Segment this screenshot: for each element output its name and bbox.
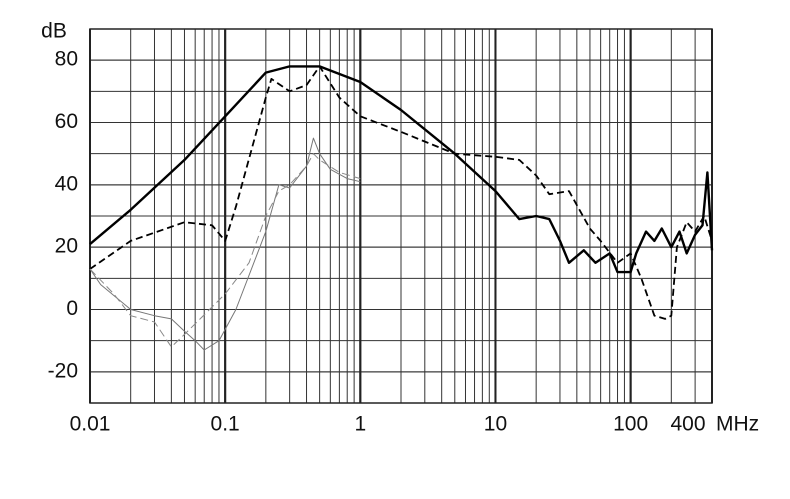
x-tick-label: 1 — [354, 413, 366, 436]
x-tick-label: 10 — [484, 413, 507, 436]
y-tick-label: 0 — [66, 297, 78, 320]
x-unit: MHz — [716, 413, 759, 436]
series-line — [89, 153, 361, 348]
x-tick-label: 0.1 — [211, 413, 240, 436]
x-tick-label: 0.01 — [70, 413, 111, 436]
y-tick-label: 60 — [55, 110, 78, 133]
y-tick-label: 20 — [55, 235, 78, 258]
series-line — [89, 65, 714, 274]
x-tick-label: 400 — [670, 413, 705, 436]
y-tick-label: -20 — [48, 359, 78, 382]
y-tick-label: 80 — [55, 48, 78, 71]
series-line — [89, 137, 361, 351]
x-tick-label: 100 — [613, 413, 648, 436]
series-line — [89, 65, 713, 320]
y-tick-label: 40 — [55, 172, 78, 195]
y-unit: dB — [41, 20, 67, 43]
